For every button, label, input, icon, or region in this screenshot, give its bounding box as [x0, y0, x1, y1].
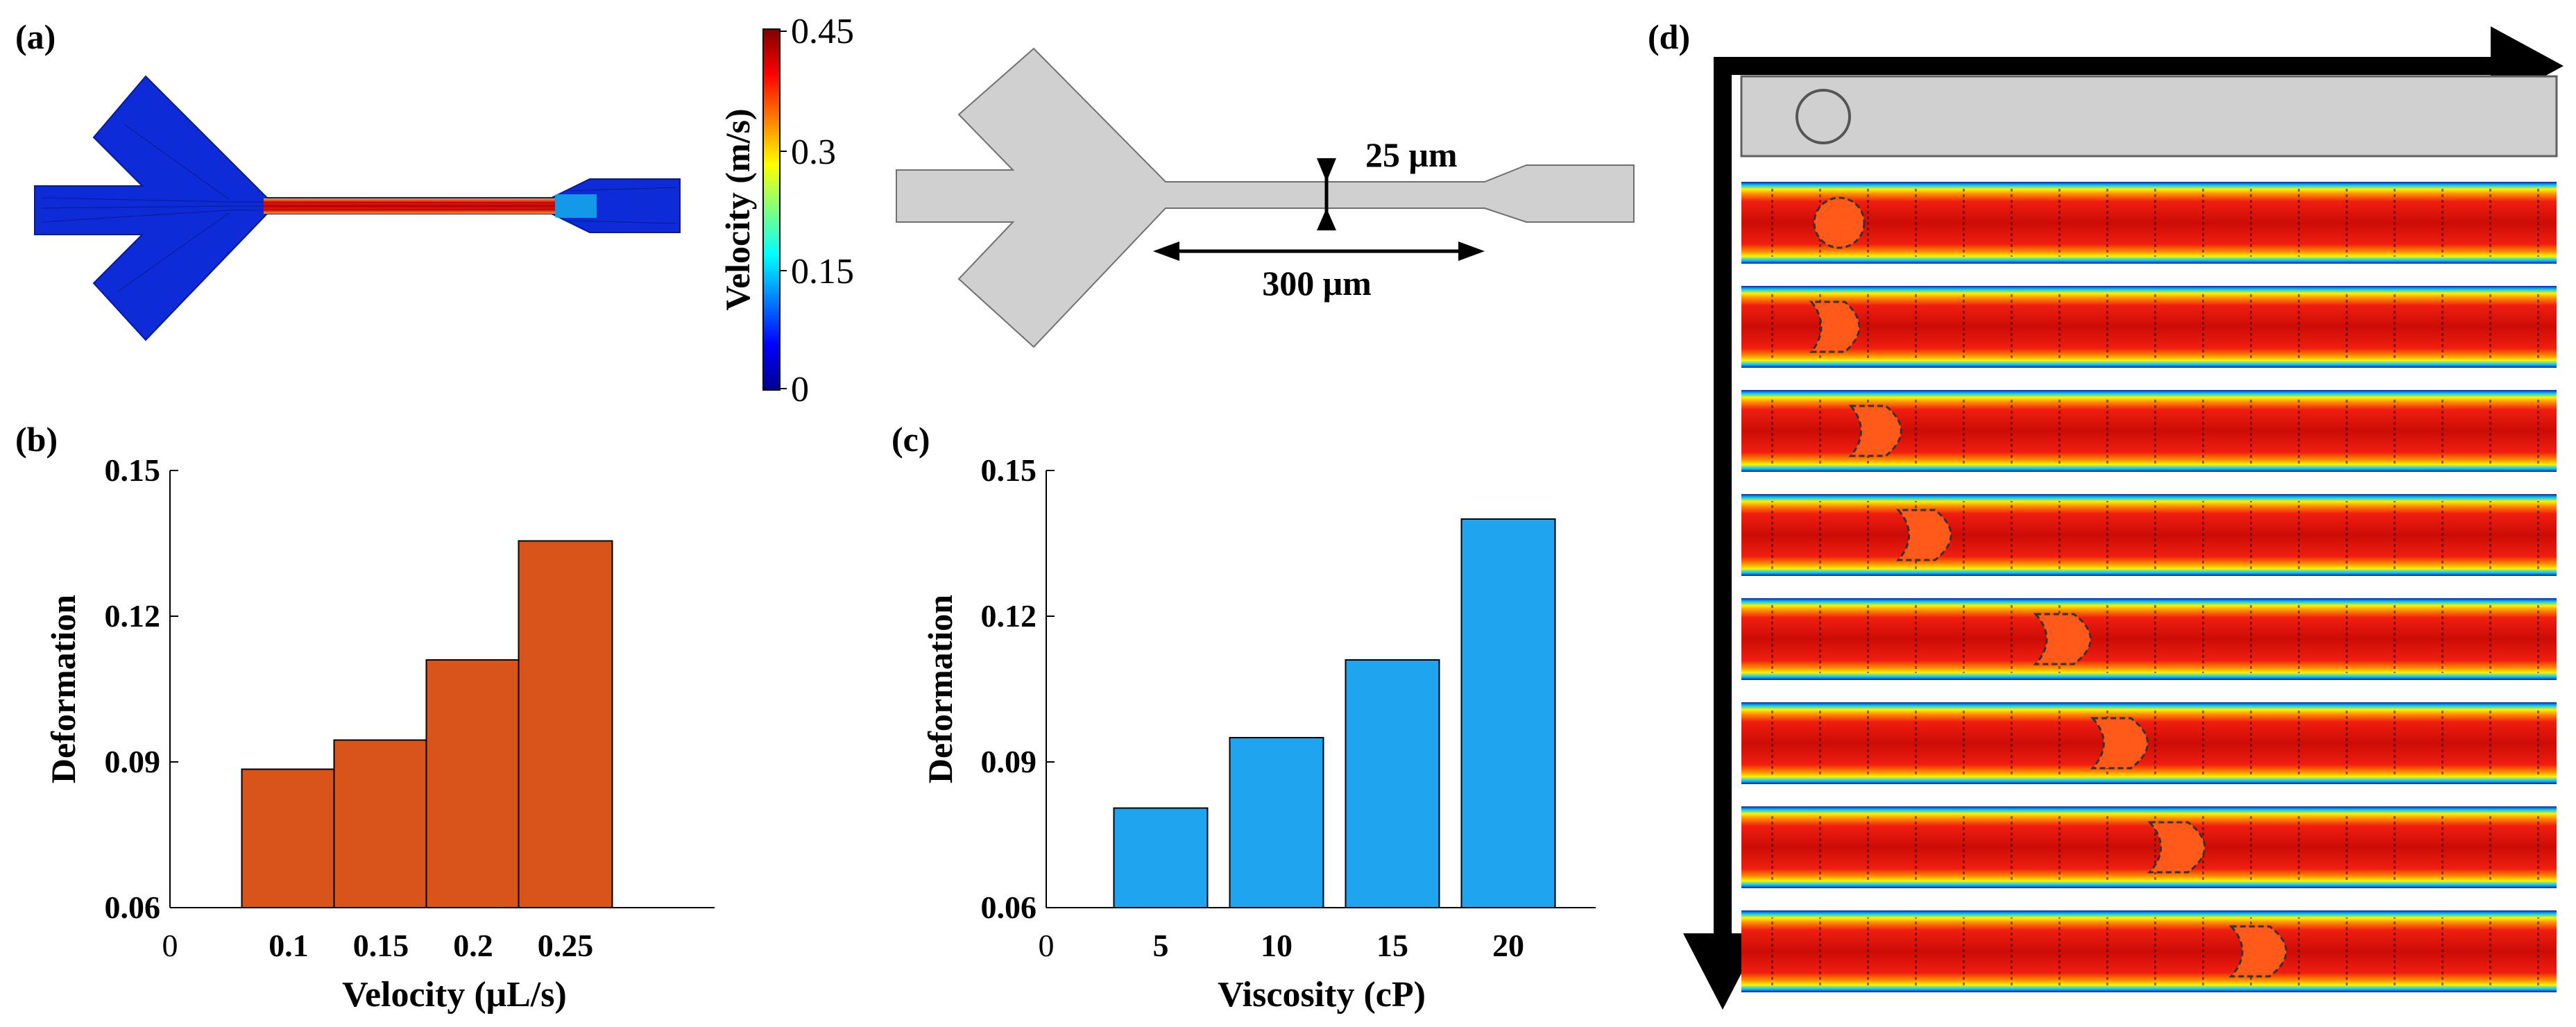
chart-b-x-origin-label: 0 [162, 928, 178, 963]
channel-frame [1741, 390, 2557, 472]
x-tick-label: 20 [1492, 928, 1524, 963]
geometry-device [896, 47, 1635, 348]
velocity-field-device [34, 75, 681, 341]
channel-frame [1741, 598, 2557, 680]
mesh-markers [1741, 189, 2557, 257]
colorbar-tick-label: 0.15 [791, 252, 854, 291]
chart-c-x-axis-label: Viscosity (cP) [1218, 975, 1426, 1015]
mesh-markers [1741, 501, 2557, 569]
cell [1895, 509, 1952, 561]
bar [425, 659, 521, 908]
y-tick-label: 0.09 [105, 744, 161, 779]
bar [1113, 807, 1209, 908]
mesh-markers [1741, 605, 2557, 673]
cell [1848, 405, 1902, 457]
cell [2228, 925, 2287, 978]
mesh-markers [1741, 293, 2557, 361]
channel-frame [1741, 286, 2557, 368]
panel-c-label: (c) [892, 420, 930, 459]
colorbar: Velocity (m/s) 0.45 0.3 0.15 0 [718, 12, 854, 409]
x-tick-label: 5 [1153, 928, 1169, 963]
y-tick-label: 0.12 [105, 598, 161, 634]
bar [241, 768, 336, 908]
cell-frames [1741, 182, 2557, 992]
panel-d: (d) [1648, 17, 2564, 1010]
cell [2090, 717, 2149, 770]
channel-frame [1741, 494, 2557, 576]
y-tick-label: 0.15 [105, 452, 161, 488]
initial-channel [1740, 75, 2558, 158]
initial-cell [1795, 89, 1851, 144]
mesh-markers [1741, 709, 2557, 777]
chart-c: (c) 0.06 0.09 0.12 0.15 5 10 15 20 0 Viscosity… [892, 420, 1596, 1015]
chart-b: (b) 0.06 0.09 0.12 0.15 0.1 0.15 0.2 0.25 0 Ve… [15, 420, 715, 1015]
bar [1460, 518, 1556, 908]
panel-a-label: (a) [15, 17, 56, 56]
colorbar-title: Velocity (m/s) [718, 108, 757, 310]
chart-b-bars: 0.1 0.15 0.2 0.25 [241, 540, 613, 963]
chart-c-x-origin-label: 0 [1039, 928, 1055, 963]
panel-d-label: (d) [1648, 17, 1690, 56]
chart-b-y-ticks: 0.06 0.09 0.12 0.15 [105, 452, 178, 925]
chart-b-y-axis-label: Deformation [44, 595, 83, 783]
colorbar-gradient [762, 28, 781, 391]
outlet-flow [555, 194, 597, 218]
colorbar-tick-marks [780, 31, 787, 389]
channel-frame [1741, 702, 2557, 784]
bar [1345, 659, 1440, 908]
x-tick-label: 0.2 [453, 928, 493, 963]
bar [1229, 737, 1324, 908]
mesh-markers [1741, 813, 2557, 881]
y-tick-label: 0.12 [981, 598, 1037, 634]
x-tick-label: 10 [1261, 928, 1293, 963]
y-tick-label: 0.06 [981, 890, 1037, 925]
chart-c-y-axis-label: Deformation [921, 595, 959, 783]
channel-frame [1741, 182, 2557, 264]
x-tick-label: 0.25 [538, 928, 594, 963]
bar [333, 739, 429, 908]
colorbar-tick-label: 0 [791, 370, 809, 409]
length-dimension-arrow [1153, 241, 1485, 261]
y-tick-label: 0.09 [981, 744, 1037, 779]
cell [2147, 821, 2206, 874]
channel-frame [1741, 910, 2557, 992]
width-dimension-arrow [1317, 158, 1336, 230]
panel-b-label: (b) [15, 420, 58, 459]
x-tick-label: 0.1 [268, 928, 309, 963]
geometry-schematic: 25 μm 300 μm [896, 47, 1635, 348]
mesh-markers [1741, 917, 2557, 985]
streamlines [41, 124, 677, 292]
chart-b-x-axis-label: Velocity (μL/s) [342, 975, 567, 1015]
length-dimension-label: 300 μm [1262, 264, 1372, 303]
y-tick-label: 0.06 [105, 890, 161, 925]
chart-c-y-ticks: 0.06 0.09 0.12 0.15 [981, 452, 1055, 925]
colorbar-tick-label: 0.3 [791, 133, 836, 172]
colorbar-tick-label: 0.45 [791, 12, 854, 51]
cell [1809, 300, 1861, 353]
chart-c-bars: 5 10 15 20 [1113, 518, 1556, 963]
microchannel-flow [264, 198, 555, 214]
y-tick-label: 0.15 [981, 452, 1037, 488]
x-tick-label: 15 [1376, 928, 1408, 963]
cell [1813, 196, 1866, 249]
bar [518, 540, 613, 908]
x-tick-label: 0.15 [353, 928, 409, 963]
channel-frame [1741, 806, 2557, 888]
cell [2033, 613, 2092, 665]
panel-a: (a) Velocity (m/s) [15, 12, 1635, 409]
width-dimension-label: 25 μm [1365, 135, 1458, 174]
